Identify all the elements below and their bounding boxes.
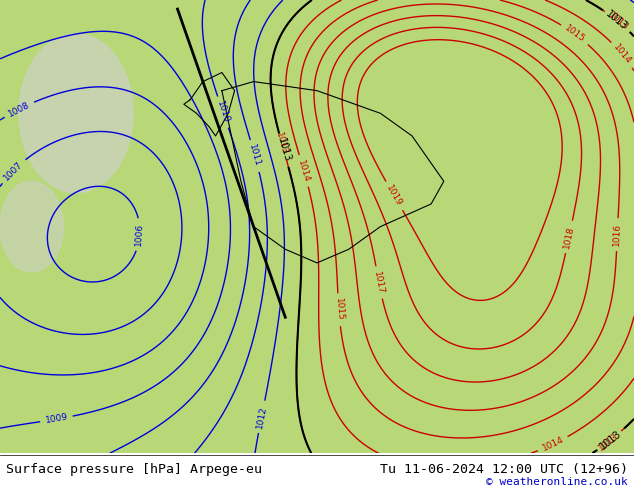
Text: 1013: 1013 [598, 428, 624, 451]
Text: 1018: 1018 [562, 225, 576, 249]
Text: 1015: 1015 [333, 298, 344, 321]
Text: 1014: 1014 [612, 43, 633, 66]
Text: 1015: 1015 [563, 24, 587, 45]
Text: 1009: 1009 [44, 413, 68, 425]
Text: 1011: 1011 [247, 144, 262, 168]
Text: 1016: 1016 [612, 223, 623, 246]
Ellipse shape [0, 181, 63, 272]
Text: Surface pressure [hPa] Arpege-eu: Surface pressure [hPa] Arpege-eu [6, 463, 262, 476]
Text: 1013: 1013 [276, 137, 292, 164]
Text: 1008: 1008 [7, 100, 32, 119]
Text: 1013: 1013 [604, 9, 630, 32]
Text: 1014: 1014 [297, 159, 311, 183]
Text: Tu 11-06-2024 12:00 UTC (12+96): Tu 11-06-2024 12:00 UTC (12+96) [380, 463, 628, 476]
Text: 1013: 1013 [606, 11, 630, 32]
Text: 1013: 1013 [597, 431, 620, 452]
Text: 1014: 1014 [541, 435, 565, 453]
Ellipse shape [19, 34, 133, 193]
Text: 1019: 1019 [385, 184, 404, 208]
Text: © weatheronline.co.uk: © weatheronline.co.uk [486, 477, 628, 487]
Text: 1017: 1017 [372, 270, 385, 294]
Text: 1012: 1012 [255, 405, 268, 429]
Text: 1010: 1010 [215, 100, 231, 124]
Text: 1013: 1013 [275, 131, 289, 156]
Text: 1006: 1006 [134, 223, 145, 246]
Text: 1007: 1007 [2, 159, 25, 182]
